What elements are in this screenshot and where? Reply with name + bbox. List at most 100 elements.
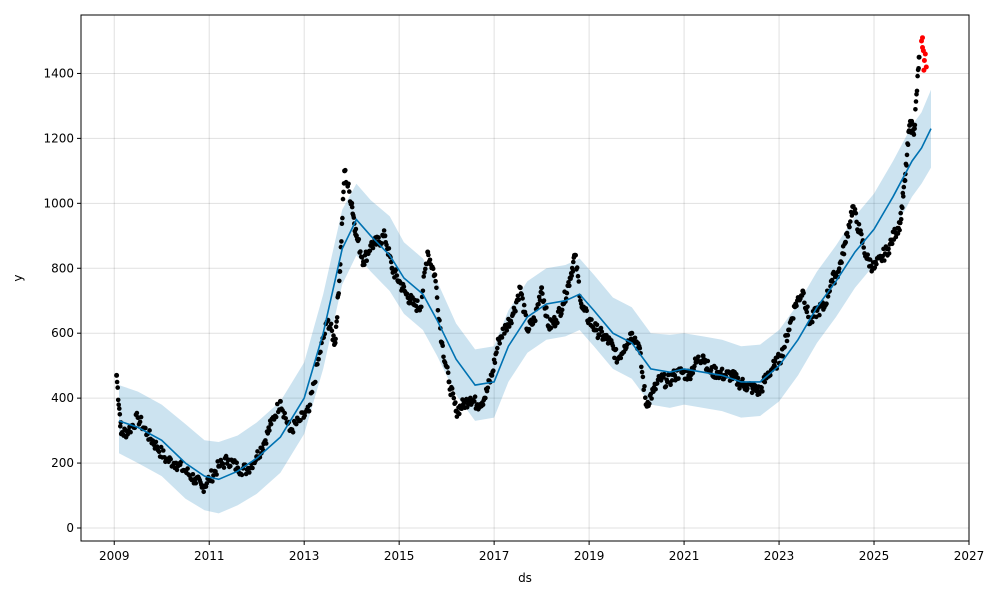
x-tick-label: 2013 (289, 549, 320, 563)
observed-point (404, 291, 410, 297)
observed-point (147, 428, 152, 433)
observed-point (349, 200, 355, 206)
observed-point (423, 266, 428, 272)
observed-point (210, 479, 215, 484)
observed-point (376, 235, 381, 240)
observed-point (526, 327, 532, 332)
observed-point (282, 410, 288, 416)
observed-point (852, 207, 858, 212)
observed-point (772, 359, 778, 364)
observed-point (915, 73, 920, 79)
observed-point (472, 399, 477, 404)
forecast-line (118, 128, 932, 481)
observed-point (902, 178, 908, 184)
observed-point (116, 402, 121, 408)
observed-point (564, 290, 570, 296)
observed-point (453, 400, 458, 405)
observed-point (347, 189, 352, 194)
observed-point (649, 396, 654, 401)
observed-point (784, 338, 790, 344)
observed-point (201, 489, 206, 495)
observed-point (569, 273, 574, 279)
observed-point (332, 340, 338, 346)
observed-point (824, 301, 829, 307)
observed-point (696, 354, 701, 360)
test-points (919, 35, 929, 73)
observed-point (901, 194, 906, 199)
observed-point (897, 227, 902, 233)
observed-point (912, 122, 918, 128)
observed-point (509, 320, 514, 326)
observed-point (450, 391, 456, 396)
observed-point (381, 228, 387, 233)
observed-point (364, 258, 370, 264)
observed-point (669, 378, 675, 383)
observed-point (457, 411, 462, 417)
observed-point (519, 292, 525, 297)
y-tick-label: 0 (66, 521, 74, 535)
observed-point (491, 368, 496, 374)
y-axis-label: y (11, 274, 25, 281)
observed-point (185, 466, 190, 471)
observed-point (351, 215, 357, 220)
observed-point (782, 344, 787, 350)
observed-point (306, 408, 312, 414)
observed-point (904, 152, 910, 158)
observed-point (541, 298, 547, 303)
observed-point (594, 322, 600, 328)
observed-point (502, 331, 507, 336)
observed-point (865, 252, 870, 257)
observed-point (420, 288, 426, 294)
observed-point (662, 371, 667, 377)
observed-point (567, 283, 572, 289)
observed-point (193, 480, 199, 486)
observed-point (688, 376, 693, 382)
observed-point (760, 389, 765, 394)
observed-point (494, 350, 499, 355)
observed-point (843, 239, 848, 245)
observed-point (575, 273, 581, 279)
observed-point (421, 274, 427, 279)
observed-point (115, 385, 120, 390)
observed-point (313, 379, 318, 385)
observed-point (521, 302, 527, 308)
observed-point (434, 295, 440, 300)
observed-point (719, 366, 725, 372)
observed-point (593, 327, 599, 333)
observed-point (639, 364, 644, 370)
observed-point (382, 233, 388, 239)
observed-point (445, 365, 450, 370)
observed-point (759, 385, 764, 390)
observed-point (574, 265, 580, 270)
observed-point (386, 246, 392, 251)
observed-point (911, 132, 917, 137)
observed-point (762, 379, 768, 385)
observed-point (533, 318, 538, 324)
observed-point (334, 319, 339, 324)
observed-point (539, 285, 545, 291)
observed-point (520, 296, 525, 301)
observed-point (370, 245, 376, 251)
observed-point (138, 414, 144, 420)
x-tick-label: 2025 (859, 549, 890, 563)
test-point (922, 51, 928, 57)
x-axis-label: ds (518, 571, 532, 585)
observed-point (914, 88, 920, 94)
y-tick-label: 1400 (43, 66, 74, 80)
observed-point (639, 369, 645, 375)
observed-point (885, 246, 891, 252)
y-tick-label: 1000 (43, 196, 74, 210)
observed-point (571, 259, 576, 265)
observed-point (513, 308, 518, 314)
y-axis: 0 200 400 600 800 1000 1200 1400 (43, 66, 81, 535)
observed-point (573, 252, 578, 258)
observed-point (785, 332, 791, 338)
observed-point (848, 219, 853, 224)
observed-point (598, 325, 604, 331)
observed-point (220, 461, 226, 467)
observed-point (787, 327, 792, 333)
observed-point (599, 329, 605, 334)
observed-point (153, 439, 159, 445)
observed-point (559, 307, 565, 313)
observed-point (117, 412, 123, 417)
